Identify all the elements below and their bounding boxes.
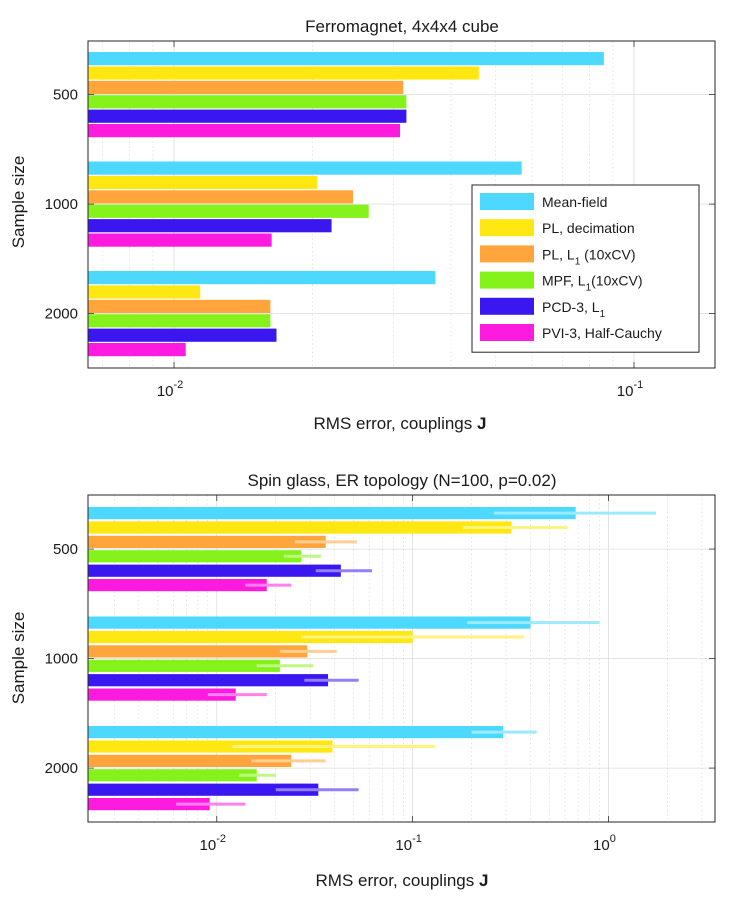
bar-pl-decimation-2000 <box>88 740 333 753</box>
bar-mean-field-1000 <box>88 161 522 175</box>
bar-pvi-3-half-cauchy-2000 <box>88 798 210 811</box>
chart-title-spin-glass: Spin glass, ER topology (N=100, p=0.02) <box>247 471 556 490</box>
spin-glass-panel: Spin glass, ER topology (N=100, p=0.02) … <box>9 471 716 890</box>
y-tick-label-2000: 2000 <box>45 306 78 323</box>
bar-mpf-l1-10xcv-500 <box>88 95 407 109</box>
bar-pl-l1-10xcv-500 <box>88 80 404 94</box>
bar-pl-l1-10xcv-1000 <box>88 190 354 204</box>
legend-label-mpf-l1-10xcv: MPF, L1(10xCV) <box>542 273 643 294</box>
grid <box>88 495 715 822</box>
x-tick-label: 100 <box>593 833 616 854</box>
x-axis-label-symbol: J <box>479 871 488 890</box>
bar-mean-field-500 <box>88 507 576 520</box>
bar-mpf-l1-10xcv-2000 <box>88 769 257 782</box>
bars <box>88 52 604 357</box>
axes-frame <box>87 494 716 823</box>
legend-swatch-pl-decimation <box>480 219 534 237</box>
bar-pl-decimation-500 <box>88 66 479 80</box>
bar-mpf-l1-10xcv-500 <box>88 550 302 563</box>
bar-pvi-3-half-cauchy-1000 <box>88 688 236 701</box>
bar-mean-field-2000 <box>88 271 436 285</box>
bar-pcd-3-l1-1000 <box>88 674 329 687</box>
y-tick-label-1000: 1000 <box>45 196 78 213</box>
legend-label-mean-field: Mean-field <box>542 194 607 210</box>
legend: Mean-field PL, decimation PL, L1 (10xCV) MP… <box>471 184 700 353</box>
bar-pcd-3-l1-500 <box>88 564 341 577</box>
bar-mean-field-1000 <box>88 616 531 629</box>
x-axis-label-spin-glass: RMS error, couplings J <box>316 871 489 890</box>
x-tick-label: 10-2 <box>157 379 183 400</box>
bar-pvi-3-half-cauchy-500 <box>88 124 401 138</box>
legend-label-pl-l1-10xcv: PL, L1 (10xCV) <box>542 246 636 267</box>
bar-pl-l1-10xcv-1000 <box>88 645 308 658</box>
bar-mpf-l1-10xcv-1000 <box>88 204 369 218</box>
bar-pvi-3-half-cauchy-1000 <box>88 233 272 247</box>
bar-pcd-3-l1-500 <box>88 109 407 123</box>
y-tick-label-500: 500 <box>53 541 78 558</box>
bar-pl-decimation-500 <box>88 521 512 534</box>
bar-mean-field-500 <box>88 52 604 66</box>
legend-label-pl-decimation: PL, decimation <box>542 220 635 236</box>
bar-pl-decimation-1000 <box>88 630 413 644</box>
legend-swatch-pcd-3-l1 <box>480 297 534 315</box>
legend-swatch-pvi-3-half-cauchy <box>480 324 534 341</box>
axes-frame <box>87 40 716 369</box>
y-tick-label-2000: 2000 <box>45 760 78 777</box>
x-tick-label: 10-1 <box>617 379 643 400</box>
x-axis-label-ferromagnet: RMS error, couplings J <box>314 414 487 433</box>
bar-pvi-3-half-cauchy-500 <box>88 579 267 592</box>
y-axis-label-ferromagnet: Sample size <box>9 156 28 249</box>
ferromagnet-panel: Ferromagnet, 4x4x4 cube Sample size RMS … <box>9 17 716 433</box>
y-tick-label-1000: 1000 <box>45 651 78 668</box>
chart-title-ferromagnet: Ferromagnet, 4x4x4 cube <box>305 17 499 36</box>
bar-pl-l1-10xcv-500 <box>88 535 326 548</box>
bar-pvi-3-half-cauchy-2000 <box>88 343 186 357</box>
bar-pl-decimation-2000 <box>88 285 201 299</box>
bar-mpf-l1-10xcv-1000 <box>88 659 280 672</box>
legend-swatch-mpf-l1-10xcv <box>480 271 534 289</box>
y-axis-label-spin-glass: Sample size <box>9 612 28 705</box>
bars <box>88 507 657 811</box>
legend-label-pcd-3-l1: PCD-3, L1 <box>542 299 606 320</box>
y-tick-label-500: 500 <box>53 87 78 104</box>
bar-mpf-l1-10xcv-2000 <box>88 314 271 328</box>
x-axis-label-text: RMS error, couplings <box>316 871 475 890</box>
x-axis-label-symbol: J <box>477 414 486 433</box>
legend-label-pvi-3-half-cauchy: PVI-3, Half-Cauchy <box>542 325 662 341</box>
bar-pl-decimation-1000 <box>88 175 318 190</box>
x-axis-label-text: RMS error, couplings <box>314 414 473 433</box>
legend-swatch-mean-field <box>480 193 534 210</box>
bar-pl-l1-10xcv-2000 <box>88 754 292 767</box>
bar-pcd-3-l1-2000 <box>88 328 277 342</box>
x-tick-label: 10-2 <box>200 833 226 854</box>
bar-pcd-3-l1-2000 <box>88 783 319 796</box>
bar-pcd-3-l1-1000 <box>88 219 332 233</box>
bar-mean-field-2000 <box>88 726 504 739</box>
x-tick-label: 10-1 <box>395 833 421 854</box>
bar-pl-l1-10xcv-2000 <box>88 299 271 313</box>
legend-swatch-pl-l1-10xcv <box>480 245 534 263</box>
